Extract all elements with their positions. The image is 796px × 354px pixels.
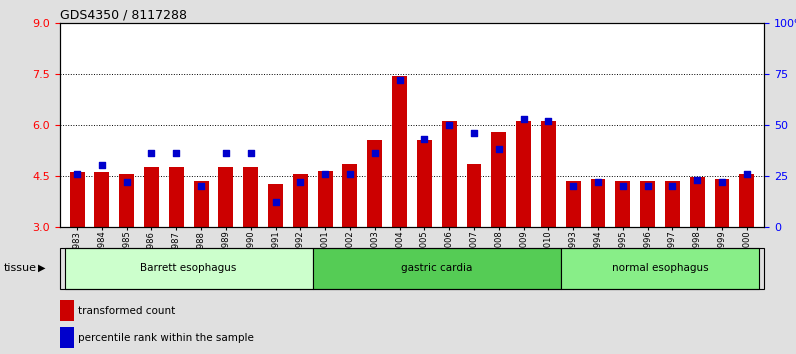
Point bbox=[616, 183, 629, 189]
Text: transformed count: transformed count bbox=[78, 306, 175, 316]
Bar bbox=[392, 76, 407, 227]
Bar bbox=[615, 181, 630, 227]
Point bbox=[369, 150, 381, 156]
Point bbox=[591, 179, 604, 185]
Bar bbox=[516, 121, 531, 227]
Bar bbox=[367, 140, 382, 227]
Bar bbox=[466, 164, 482, 227]
Bar bbox=[218, 167, 233, 227]
Point bbox=[493, 147, 505, 152]
Point bbox=[96, 163, 108, 169]
Bar bbox=[318, 171, 333, 227]
Bar bbox=[665, 181, 680, 227]
Point bbox=[443, 122, 455, 128]
Bar bbox=[244, 167, 258, 227]
Point bbox=[120, 179, 133, 185]
Bar bbox=[144, 167, 159, 227]
Text: normal esophagus: normal esophagus bbox=[611, 263, 708, 273]
Bar bbox=[417, 140, 431, 227]
Point bbox=[294, 179, 306, 185]
Bar bbox=[739, 174, 755, 227]
Point bbox=[220, 150, 232, 156]
Point bbox=[244, 150, 257, 156]
Bar bbox=[342, 164, 357, 227]
Point bbox=[269, 199, 282, 205]
Bar bbox=[60, 327, 73, 348]
Bar bbox=[169, 167, 184, 227]
Point bbox=[642, 183, 654, 189]
Bar bbox=[491, 132, 506, 227]
Point bbox=[170, 150, 182, 156]
Bar bbox=[715, 179, 729, 227]
Point bbox=[71, 171, 84, 177]
Point bbox=[145, 150, 158, 156]
Bar bbox=[560, 248, 759, 289]
Bar bbox=[541, 121, 556, 227]
Point bbox=[195, 183, 208, 189]
Bar bbox=[268, 184, 283, 227]
Point bbox=[318, 171, 331, 177]
Point bbox=[542, 118, 555, 124]
Bar bbox=[566, 181, 580, 227]
Point bbox=[467, 130, 480, 136]
Bar bbox=[193, 181, 209, 227]
Point bbox=[666, 183, 679, 189]
Point bbox=[691, 177, 704, 183]
Text: Barrett esophagus: Barrett esophagus bbox=[141, 263, 237, 273]
Bar bbox=[293, 174, 308, 227]
Text: percentile rank within the sample: percentile rank within the sample bbox=[78, 333, 253, 343]
Bar bbox=[95, 172, 109, 227]
Text: ▶: ▶ bbox=[38, 263, 45, 273]
Point bbox=[517, 116, 530, 121]
Point bbox=[567, 183, 579, 189]
Bar bbox=[442, 121, 457, 227]
Point bbox=[344, 171, 357, 177]
Bar bbox=[119, 174, 134, 227]
Bar bbox=[640, 181, 655, 227]
Point bbox=[716, 179, 728, 185]
Bar bbox=[690, 177, 704, 227]
Bar bbox=[69, 172, 84, 227]
Bar bbox=[591, 179, 606, 227]
Bar bbox=[60, 300, 73, 321]
Point bbox=[740, 171, 753, 177]
Text: gastric cardia: gastric cardia bbox=[401, 263, 472, 273]
Text: GDS4350 / 8117288: GDS4350 / 8117288 bbox=[60, 9, 187, 22]
Point bbox=[393, 77, 406, 83]
Text: tissue: tissue bbox=[4, 263, 37, 273]
Point bbox=[418, 136, 431, 142]
Bar bbox=[313, 248, 560, 289]
Bar bbox=[64, 248, 313, 289]
